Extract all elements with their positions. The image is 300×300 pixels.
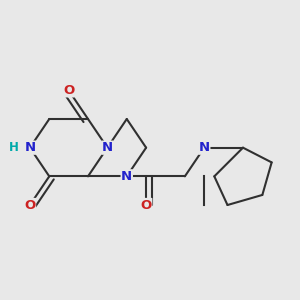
Text: H: H xyxy=(8,141,18,154)
Text: O: O xyxy=(140,199,152,212)
Text: N: N xyxy=(199,141,210,154)
Text: N: N xyxy=(24,141,35,154)
Text: O: O xyxy=(24,199,35,212)
Text: N: N xyxy=(121,170,132,183)
Text: N: N xyxy=(102,141,113,154)
Text: O: O xyxy=(63,84,74,97)
